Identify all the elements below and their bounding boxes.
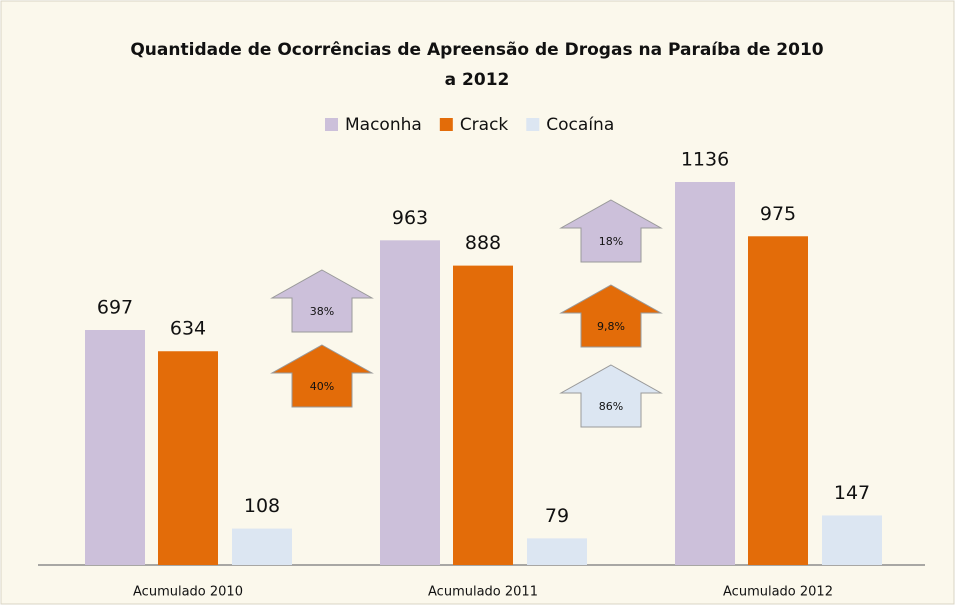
annotation-arrow [270,344,374,408]
data-label: 888 [465,232,501,254]
annotation-text: 86% [599,400,623,413]
legend-swatch [325,118,338,131]
x-tick-label: Acumulado 2011 [428,585,538,600]
data-label: 108 [244,495,280,517]
annotation-arrow [559,199,663,263]
bar [527,538,587,565]
title-line: Quantidade de Ocorrências de Apreensão d… [130,40,823,60]
annotation-text: 18% [599,235,623,248]
bar [232,528,292,565]
chart-title: Quantidade de Ocorrências de Apreensão d… [130,40,823,90]
data-label: 1136 [681,149,729,171]
bar [748,236,808,565]
x-tick-label: Acumulado 2010 [133,585,243,600]
bar [158,351,218,565]
title-line: a 2012 [445,70,510,90]
data-label: 975 [760,203,796,225]
annotation-arrow [270,269,374,333]
legend-label: Cocaína [546,115,614,135]
bar [453,265,513,565]
bar [675,182,735,565]
annotation-text: 9,8% [597,320,625,333]
annotation-arrow [559,284,663,348]
bar [822,515,882,565]
annotation-text: 40% [310,380,334,393]
legend-swatch [526,118,540,131]
annotation-arrow [559,364,663,428]
data-label: 963 [392,207,428,229]
bar [380,240,440,565]
x-tick-label: Acumulado 2012 [723,585,833,600]
data-label: 634 [170,318,206,340]
data-label: 147 [834,482,870,504]
data-label: 79 [545,505,569,527]
legend-label: Crack [460,115,509,135]
annotation-text: 38% [310,305,334,318]
data-label: 697 [97,297,133,319]
legend-label: Maconha [345,115,422,135]
legend-swatch [439,118,453,131]
bar [85,330,145,565]
